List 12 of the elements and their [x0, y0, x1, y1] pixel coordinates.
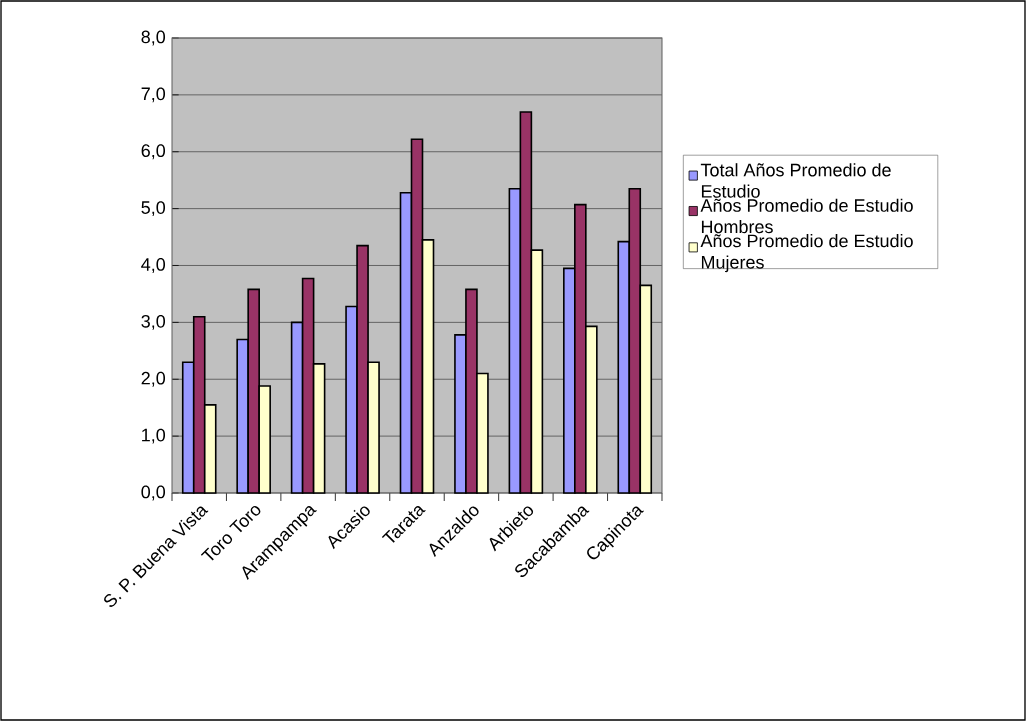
- y-tick-label: 7,0: [141, 87, 166, 103]
- legend-label: Años Promedio de Estudio Mujeres: [700, 234, 913, 273]
- y-tick-label: 6,0: [141, 144, 166, 160]
- y-tick-label: 0,0: [141, 485, 166, 501]
- y-tick-label: 4,0: [141, 258, 166, 273]
- y-tick-label: 2,0: [141, 371, 166, 387]
- legend-label: Total Años Promedio de Estudio: [700, 163, 891, 198]
- y-tick-label: 1,0: [142, 428, 166, 444]
- y-tick-label: 5,0: [141, 201, 166, 217]
- y-tick-label: 8,0: [141, 30, 166, 46]
- legend-label: Años Promedio de Estudio Hombres: [700, 198, 913, 234]
- y-tick-label: 3,0: [141, 314, 166, 330]
